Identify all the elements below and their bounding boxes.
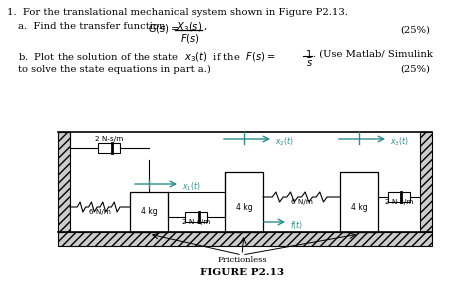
Text: 6 N/m: 6 N/m — [291, 199, 312, 205]
Text: a.  Find the transfer function: a. Find the transfer function — [18, 22, 165, 31]
Bar — [225, 172, 263, 232]
Text: ,: , — [204, 22, 207, 31]
Bar — [130, 192, 168, 232]
Text: $x_3(t)$: $x_3(t)$ — [390, 136, 409, 148]
Text: (25%): (25%) — [400, 65, 430, 74]
Text: 6 N/m: 6 N/m — [89, 209, 111, 215]
Text: (25%): (25%) — [400, 26, 430, 35]
Bar — [388, 192, 410, 202]
Bar — [340, 172, 378, 232]
Text: 4 kg: 4 kg — [141, 208, 157, 216]
Text: $G(s)=$: $G(s)=$ — [148, 22, 180, 35]
Bar — [99, 143, 120, 153]
Text: $x_2(t)$: $x_2(t)$ — [275, 136, 294, 148]
Text: 2 N-s/m: 2 N-s/m — [95, 136, 124, 142]
Text: $x_1(t)$: $x_1(t)$ — [182, 181, 201, 193]
Text: . (Use Matlab/ Simulink: . (Use Matlab/ Simulink — [313, 50, 433, 59]
Text: b.  Plot the solution of the state  $x_3(t)$  if the  $F(s) =$: b. Plot the solution of the state $x_3(t… — [18, 50, 276, 64]
Text: 2 N-s/m: 2 N-s/m — [182, 219, 210, 225]
Text: $s$: $s$ — [306, 58, 313, 68]
Text: Frictionless: Frictionless — [217, 256, 267, 264]
Text: to solve the state equations in part a.): to solve the state equations in part a.) — [18, 65, 211, 74]
Text: 1.  For the translational mechanical system shown in Figure P2.13.: 1. For the translational mechanical syst… — [7, 8, 348, 17]
Text: $F(s)$: $F(s)$ — [180, 32, 200, 45]
Text: 4 kg: 4 kg — [351, 202, 367, 212]
Bar — [420, 132, 432, 232]
Bar — [58, 232, 432, 246]
Bar — [185, 212, 208, 222]
Text: $X_3(s)$: $X_3(s)$ — [176, 20, 202, 34]
Text: $1$: $1$ — [305, 48, 312, 60]
Text: 4 kg: 4 kg — [236, 202, 252, 212]
Text: 2 N-s/m: 2 N-s/m — [385, 199, 413, 205]
Bar — [58, 132, 70, 232]
Text: FIGURE P2.13: FIGURE P2.13 — [200, 268, 284, 277]
Text: $f(t)$: $f(t)$ — [290, 219, 303, 231]
